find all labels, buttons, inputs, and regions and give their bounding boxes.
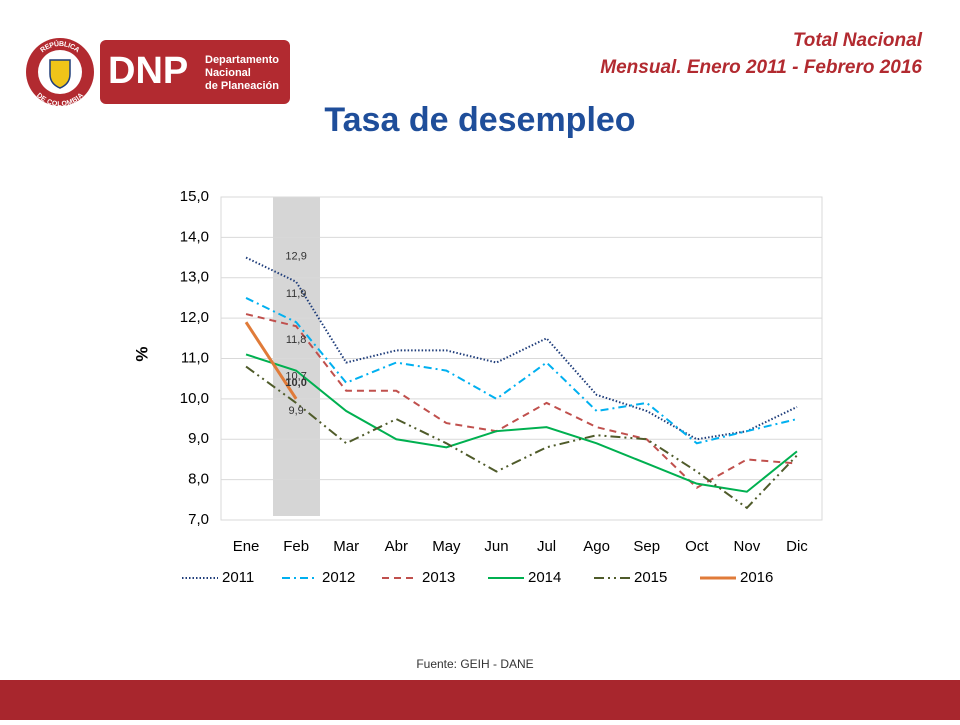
x-tick-label: Jul	[537, 538, 556, 555]
x-tick-label: Ago	[583, 538, 610, 555]
plot: 7,0 8,0 9,0 10,0 11,0 12,0 13,0 14,0 15,0 Ene Feb M…	[180, 188, 823, 586]
legend-label: 2015	[634, 569, 667, 586]
data-label: 11,9	[286, 288, 307, 300]
subtitle: Mensual. Enero 2011 - Febrero 2016	[600, 57, 922, 78]
plot-frame	[220, 196, 823, 521]
logo-line: Nacional	[205, 67, 251, 79]
y-tick-label: 7,0	[188, 511, 209, 528]
legend-label: 2016	[740, 569, 773, 586]
series-line	[245, 313, 798, 489]
x-tick-label: Dic	[786, 538, 808, 555]
x-tick-label: Mar	[333, 538, 359, 555]
footer-bar	[0, 680, 960, 720]
y-tick-label: 8,0	[188, 471, 209, 488]
x-tick-label: Abr	[385, 538, 408, 555]
x-tick-label: Sep	[633, 538, 660, 555]
legend-label: 2011	[222, 569, 254, 586]
x-tick-label: Nov	[734, 538, 761, 555]
legend-label: 2012	[322, 569, 355, 586]
x-tick-label: Oct	[685, 538, 709, 555]
data-label: 10,0	[285, 377, 306, 389]
logo: REPÚBLICA DE COLOMBIA DNP Departamento N…	[26, 38, 290, 108]
shield	[49, 59, 71, 89]
series-line	[244, 321, 298, 400]
legend-label: 2013	[422, 569, 455, 586]
x-tick-label: May	[432, 538, 461, 555]
legend-label: 2014	[528, 569, 561, 586]
subtitle: Total Nacional	[793, 30, 923, 51]
highlight-band	[273, 197, 320, 516]
x-tick-label: Feb	[283, 538, 309, 555]
logo-line: de Planeación	[205, 80, 279, 92]
data-label: 9,9	[288, 405, 303, 417]
logo-text: DNP	[108, 50, 188, 92]
series-line	[245, 256, 798, 441]
logo-line: Departamento	[205, 54, 279, 66]
source: Fuente: GEIH - DANE	[416, 657, 533, 671]
y-tick-label: 14,0	[180, 228, 209, 245]
y-tick-label: 12,0	[180, 309, 209, 326]
x-tick-label: Ene	[233, 538, 260, 555]
data-label: 10,7	[285, 371, 306, 383]
logo-box	[100, 40, 290, 104]
y-tick-label: 13,0	[180, 269, 209, 286]
data-label: 11,8	[286, 334, 307, 346]
y-tick-label: 10,0	[180, 390, 209, 407]
chart-title: Tasa de desempleo	[324, 101, 635, 139]
series-line	[245, 353, 798, 493]
data-label: 12,9	[285, 251, 306, 263]
y-axis-label: %	[132, 346, 151, 361]
x-tick-label: Jun	[484, 538, 508, 555]
series-line	[245, 365, 798, 510]
series-line	[245, 297, 798, 445]
y-tick-label: 15,0	[180, 188, 209, 205]
y-tick-label: 9,0	[188, 430, 209, 447]
y-tick-label: 11,0	[181, 349, 209, 366]
